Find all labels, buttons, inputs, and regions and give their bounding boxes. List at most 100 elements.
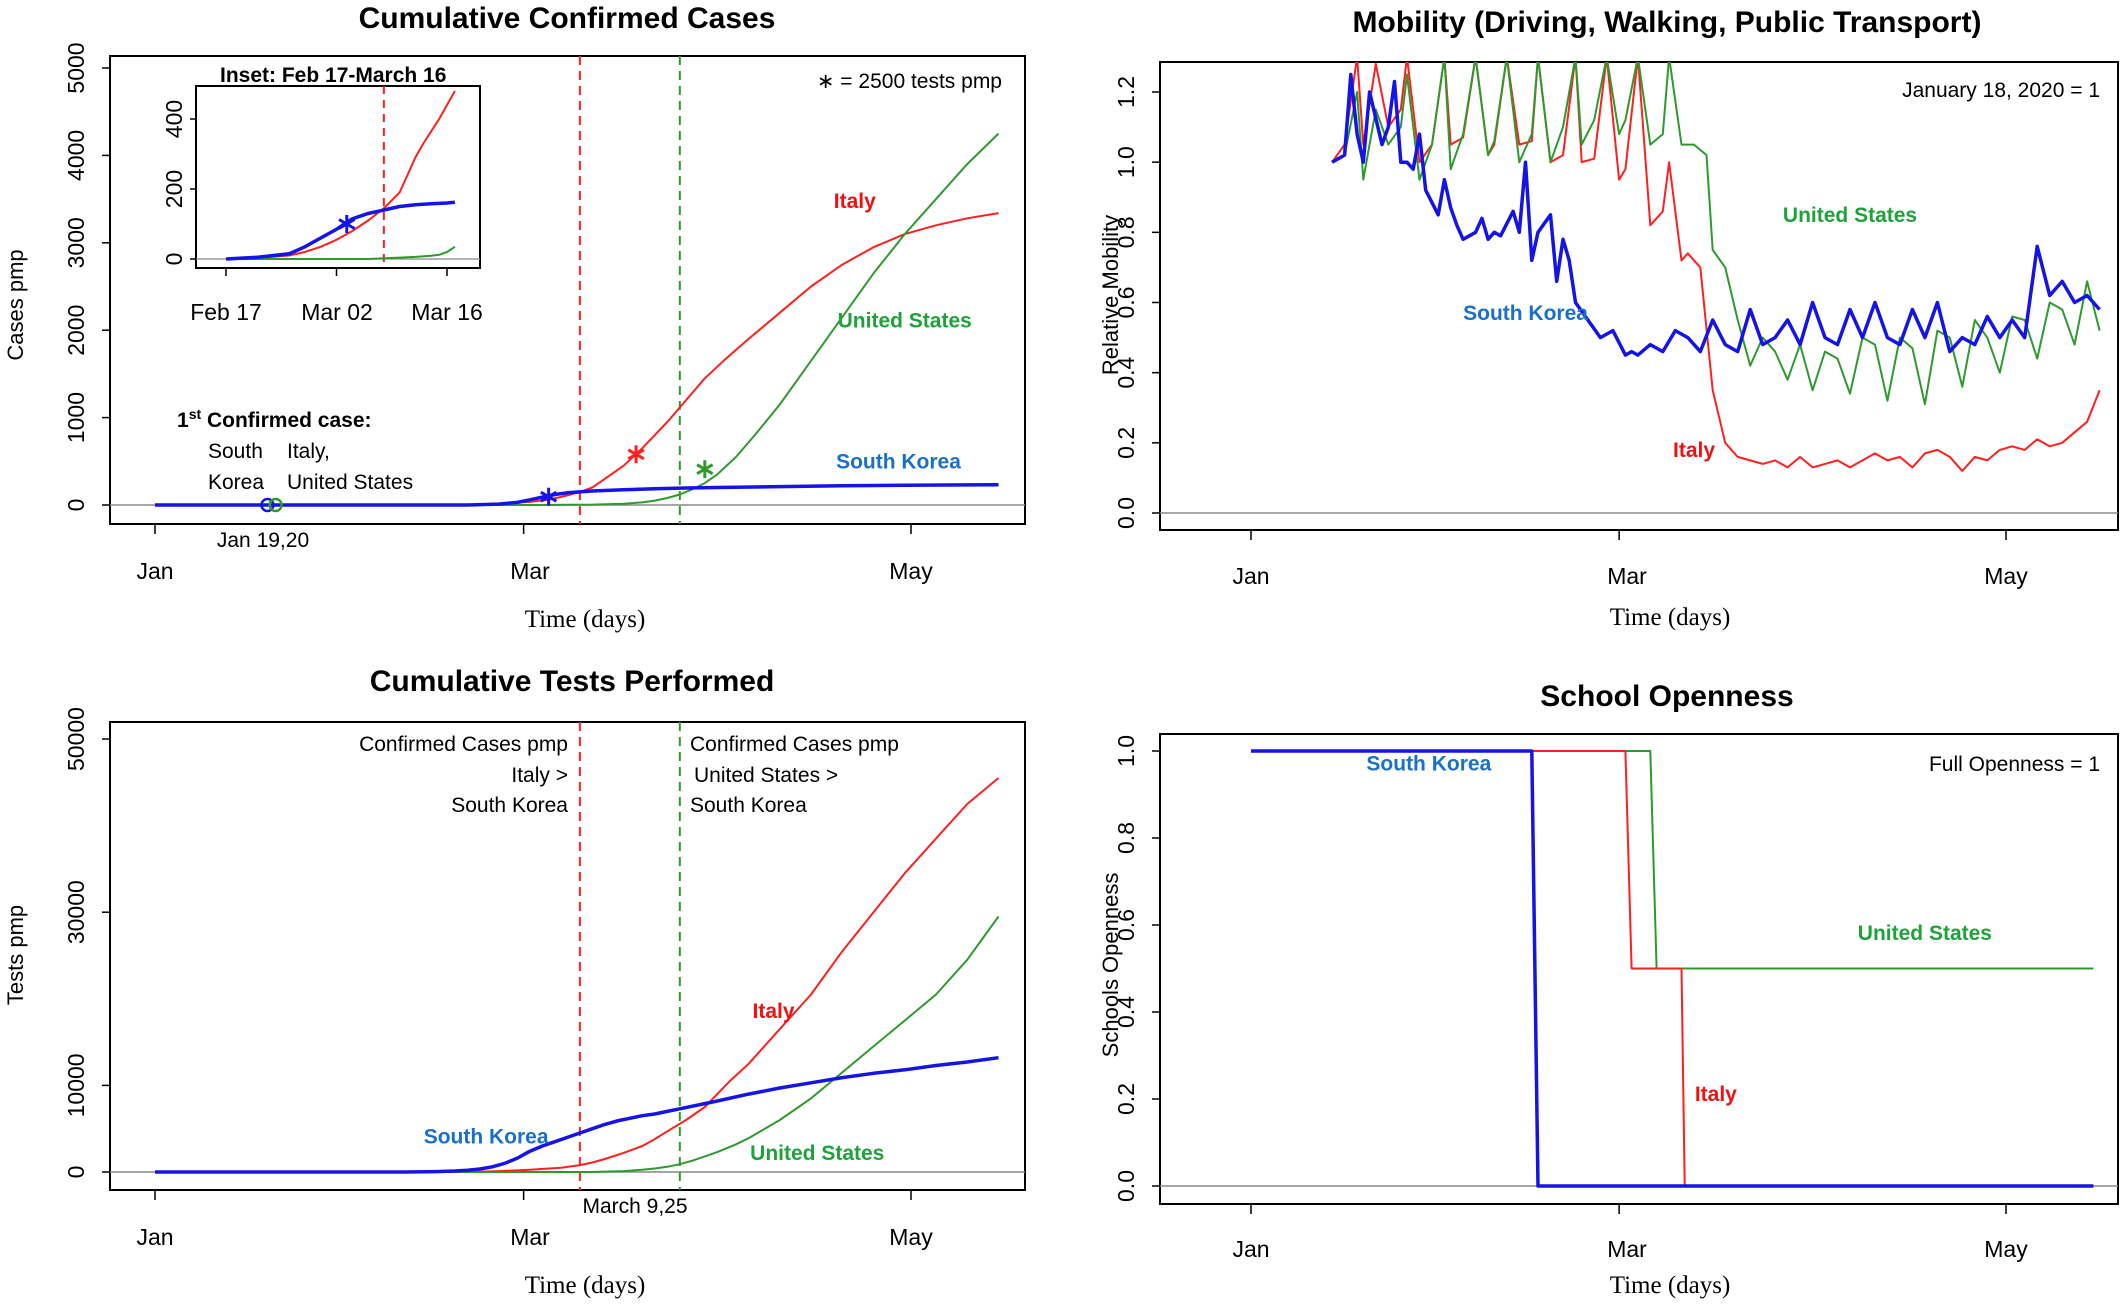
y-tick-label: 0.4 xyxy=(1113,356,1139,388)
series-label: South Korea xyxy=(1366,753,1491,776)
x-tick-label: Mar xyxy=(1607,563,1647,589)
series-line xyxy=(155,1055,999,1174)
y-tick-label: 10000 xyxy=(63,1053,89,1117)
series-group xyxy=(155,777,1000,1174)
y-tick-label: 0.8 xyxy=(1113,822,1139,854)
plot-frame xyxy=(1159,733,2119,1205)
y-tick-label: 0.6 xyxy=(1113,909,1139,941)
first-case-marker xyxy=(260,497,275,513)
x-tick-label: Jan xyxy=(1232,563,1269,589)
inset-x-tick-label: Mar 16 xyxy=(411,299,483,325)
mobility-panel: Mobility (Driving, Walking, Public Trans… xyxy=(1098,6,2119,631)
y-tick-label: 0.4 xyxy=(1113,996,1139,1028)
series-label: South Korea xyxy=(1463,302,1588,325)
series-line xyxy=(155,132,1000,506)
x-tick-label: Jan xyxy=(1232,1236,1269,1262)
baseline-note: January 18, 2020 = 1 xyxy=(1902,79,2100,102)
series-line xyxy=(1331,62,2101,406)
star-marker xyxy=(696,463,714,475)
series-label: United States xyxy=(750,1142,884,1165)
vline-note-us: Confirmed Cases pmp xyxy=(690,733,899,756)
series-line xyxy=(1251,749,2094,1188)
x-tick-label: Jan xyxy=(136,558,173,584)
y-tick-label: 2000 xyxy=(63,305,89,356)
chart-title: Cumulative Tests Performed xyxy=(370,665,775,698)
vline-note-italy: South Korea xyxy=(451,794,568,817)
series-label: Italy xyxy=(1673,439,1715,462)
series-line xyxy=(1331,62,2101,472)
plot-frame xyxy=(109,55,1026,525)
series-label: United States xyxy=(1858,922,1992,945)
first-case-country: Italy, xyxy=(287,440,330,463)
schools-panel: School Openness Jan Mar May Time (days) … xyxy=(1098,680,2119,1299)
y-tick-label: 4000 xyxy=(63,130,89,181)
cases-panel: Cumulative Confirmed Cases Jan Mar May T… xyxy=(3,2,1026,633)
inset-x-tick-label: Mar 02 xyxy=(301,299,373,325)
y-tick-label: 0.2 xyxy=(1113,1083,1139,1115)
y-tick-label: 1000 xyxy=(63,392,89,443)
series-group xyxy=(1331,62,2101,472)
y-tick-label: 30000 xyxy=(63,880,89,944)
y-axis-title: Cases pmp xyxy=(3,249,28,360)
tests-panel: Cumulative Tests Performed Jan Mar May T… xyxy=(3,665,1026,1299)
y-tick-label: 0.0 xyxy=(1113,1170,1139,1202)
series-label: Italy xyxy=(834,190,876,213)
y-tick-label: 0 xyxy=(63,1166,89,1179)
series-line xyxy=(155,212,999,506)
x-tick-label: Mar xyxy=(510,558,550,584)
first-case-date: Jan 19,20 xyxy=(217,529,309,552)
x-axis-title: Time (days) xyxy=(1610,1272,1731,1299)
series-line xyxy=(155,915,1000,1173)
series-label: United States xyxy=(838,310,972,333)
vline-note-us: United States > xyxy=(694,764,838,787)
y-tick-label: 50000 xyxy=(63,707,89,771)
series-label: South Korea xyxy=(836,450,961,473)
x-axis-title: Time (days) xyxy=(525,606,646,633)
y-tick-label: 0.0 xyxy=(1113,497,1139,529)
series-line xyxy=(155,777,1000,1173)
inset-y-tick-label: 400 xyxy=(161,100,187,138)
y-tick-label: 1.2 xyxy=(1113,76,1139,108)
y-tick-label: 3000 xyxy=(63,217,89,268)
inset-marks: 0 200 400 xyxy=(161,86,480,276)
x-tick-label: Mar xyxy=(1607,1236,1647,1262)
star-marker xyxy=(627,448,645,461)
series-line xyxy=(155,482,999,507)
inset-series-line xyxy=(225,200,456,261)
vline-dates-note: March 9,25 xyxy=(582,1195,687,1218)
y-tick-label: 0.2 xyxy=(1113,427,1139,459)
series-label: Italy xyxy=(1695,1083,1737,1106)
series-label: United States xyxy=(1783,204,1917,227)
y-axis-title: Tests pmp xyxy=(3,905,28,1005)
y-axis-title: Schools Openness xyxy=(1098,873,1123,1058)
inset-y-tick-label: 0 xyxy=(161,253,187,266)
first-case-heading: 1st Confirmed case: xyxy=(177,406,372,432)
inset-y-tick-label: 200 xyxy=(161,170,187,208)
inset-series-group xyxy=(225,90,456,261)
vline-note-us: South Korea xyxy=(690,794,807,817)
openness-note: Full Openness = 1 xyxy=(1929,753,2100,776)
y-tick-label: 1.0 xyxy=(1113,735,1139,767)
x-axis-title: Time (days) xyxy=(525,1272,646,1299)
mobility-marks: 0.0 0.2 0.4 0.6 0.8 1.0 1.2 United States South … xyxy=(1113,62,2118,540)
chart-title: Cumulative Confirmed Cases xyxy=(359,2,776,35)
vline-note-italy: Italy > xyxy=(511,764,568,787)
series-label: Italy xyxy=(753,1000,795,1023)
first-case-country: South xyxy=(208,440,263,463)
tests-marks: 0 10000 30000 50000 Italy United States South … xyxy=(63,707,1025,1200)
y-axis-title: Relative Mobility xyxy=(1098,215,1123,375)
inset-frame xyxy=(195,85,481,269)
plot-frame xyxy=(1159,61,2119,531)
first-case-marker xyxy=(268,497,283,513)
y-tick-label: 0 xyxy=(63,499,89,512)
chart-title: Mobility (Driving, Walking, Public Trans… xyxy=(1353,6,1982,39)
series-line xyxy=(1331,72,2101,357)
x-tick-label: May xyxy=(889,1224,933,1250)
chart-title: School Openness xyxy=(1540,680,1793,713)
inset-chart: Inset: Feb 17-March 16 Feb 17 Mar 02 Mar… xyxy=(190,64,483,325)
star-marker xyxy=(338,218,356,230)
x-axis-title: Time (days) xyxy=(1610,604,1731,631)
inset-series-line xyxy=(225,90,456,260)
